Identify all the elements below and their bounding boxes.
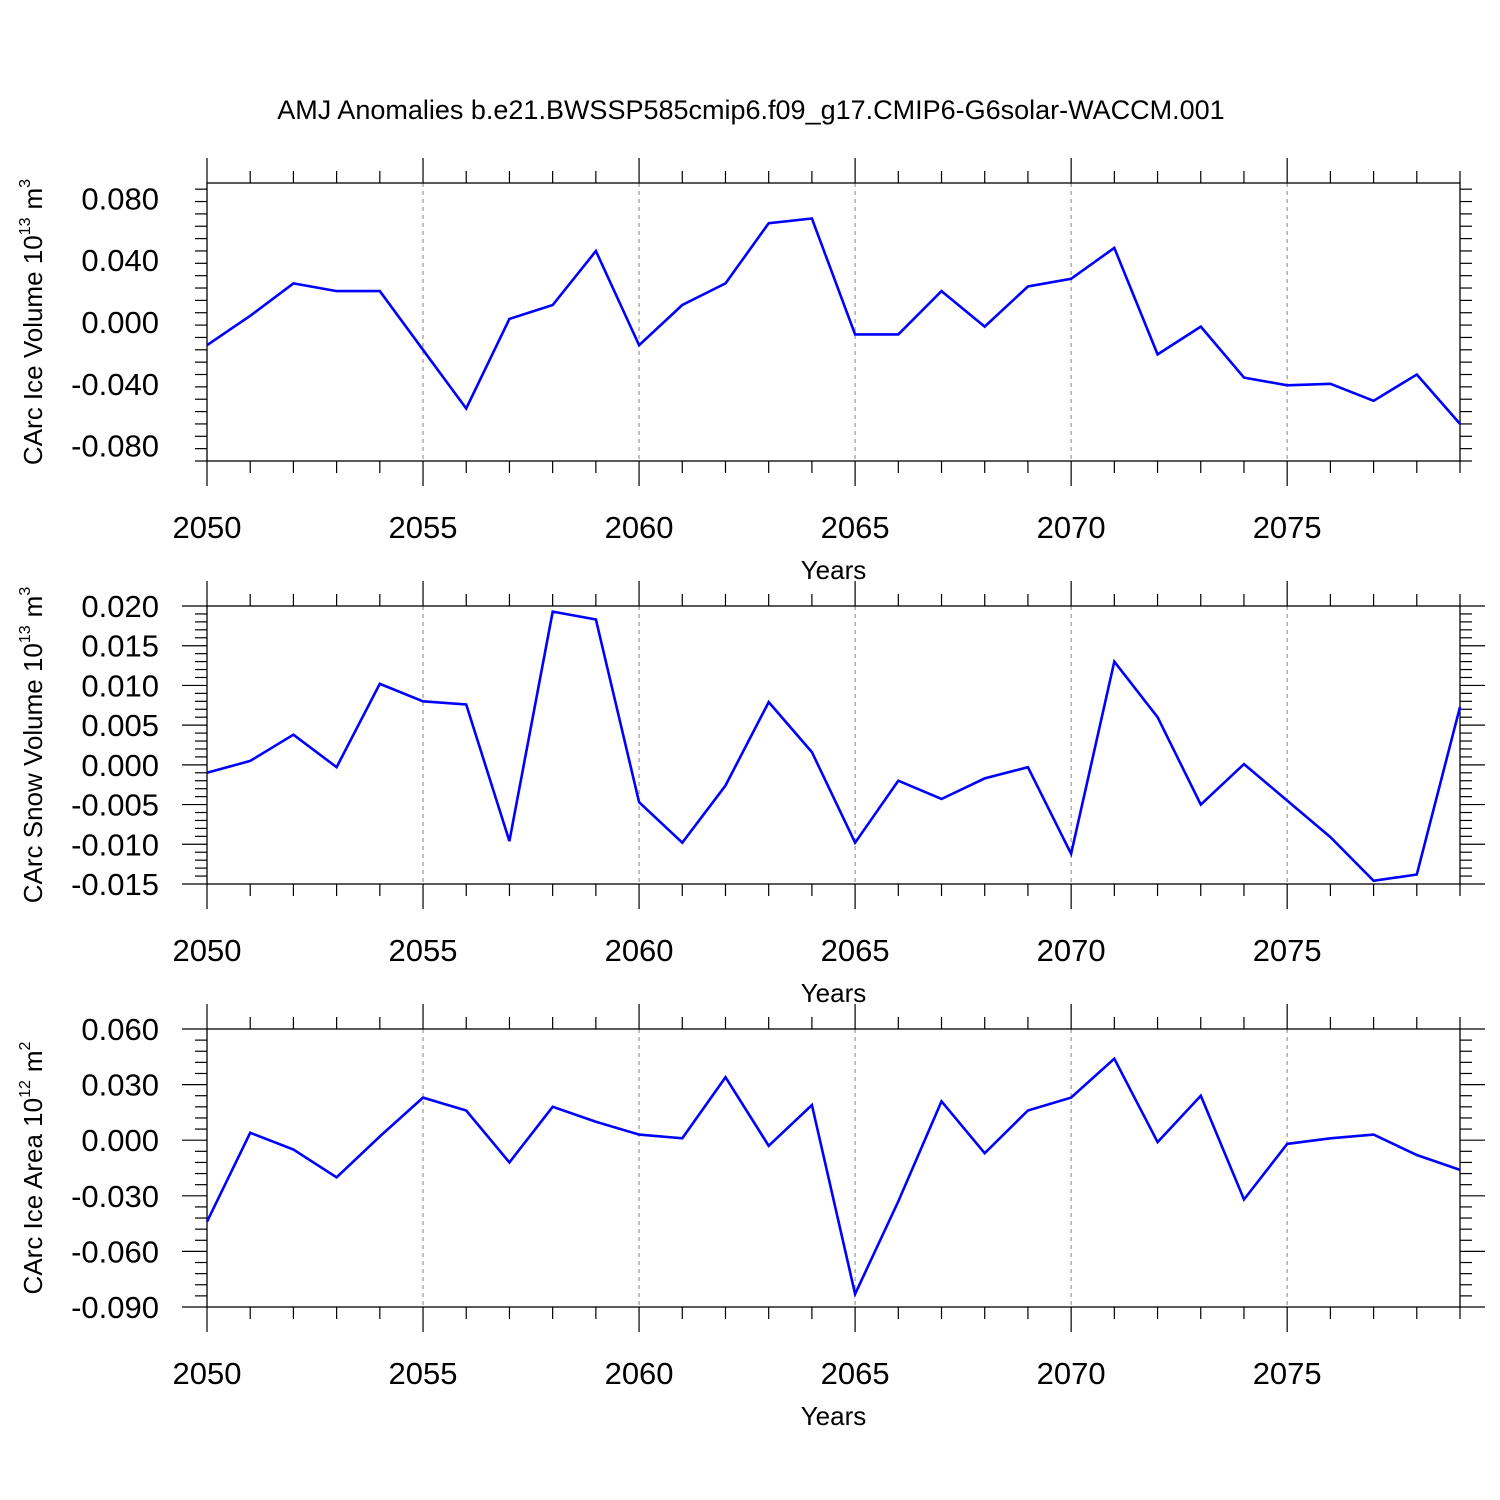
series-line-1 <box>206 610 1462 883</box>
y-tick-label: 0.080 <box>81 181 159 216</box>
x-tick-label: 2070 <box>1037 510 1106 545</box>
y-tick-label: 0.005 <box>81 708 159 743</box>
y-axis-title-unit: m <box>18 1050 48 1072</box>
y-axis-title-base: CArc Ice Volume 10 <box>18 235 48 465</box>
x-tick-label: 2055 <box>389 933 458 968</box>
y-tick-label: 0.000 <box>81 1123 159 1158</box>
y-axis-title-base: CArc Snow Volume 10 <box>18 643 48 903</box>
y-axis-title: CArc Ice Area 1012 m2 <box>17 1041 48 1294</box>
y-tick-label: -0.030 <box>71 1179 159 1214</box>
x-tick-label: 2060 <box>605 1356 674 1391</box>
plot-frame <box>206 605 1461 885</box>
x-tick-label: 2050 <box>173 1356 242 1391</box>
y-tick-label: 0.000 <box>81 305 159 340</box>
y-axis-title-unit-exponent: 3 <box>17 587 34 596</box>
chart-panel-3: 0.060 0.030 0.000 -0.030 -0.060 -0.090 2050 205… <box>17 1004 1485 1431</box>
y-tick-label: 0.000 <box>81 748 159 783</box>
x-tick-label: 2060 <box>605 933 674 968</box>
x-axis-title: Years <box>801 1401 867 1431</box>
y-axis-title-base: CArc Ice Area 10 <box>18 1098 48 1295</box>
x-tick-label: 2065 <box>821 1356 890 1391</box>
y-tick-label: -0.015 <box>71 867 159 902</box>
y-axis-title: CArc Snow Volume 1013 m3 <box>17 587 48 904</box>
x-tick-label: 2055 <box>389 1356 458 1391</box>
y-tick-label: -0.010 <box>71 827 159 862</box>
x-tick-label: 2070 <box>1037 1356 1106 1391</box>
x-tick-label: 2070 <box>1037 933 1106 968</box>
y-axis-title-unit-exponent: 2 <box>17 1041 34 1050</box>
x-tick-label: 2075 <box>1253 1356 1322 1391</box>
y-tick-label: 0.010 <box>81 668 159 703</box>
x-tick-label: 2055 <box>389 510 458 545</box>
y-tick-label: -0.090 <box>71 1290 159 1325</box>
y-tick-label: 0.030 <box>81 1068 159 1103</box>
plot-frame <box>206 1028 1461 1308</box>
y-axis-title-unit-exponent: 3 <box>17 179 34 188</box>
x-tick-label: 2050 <box>173 510 242 545</box>
y-tick-label: -0.080 <box>71 429 159 464</box>
x-tick-label: 2065 <box>821 510 890 545</box>
y-axis-title-exponent: 13 <box>17 625 34 643</box>
y-axis-title-unit: m <box>18 188 48 210</box>
y-tick-label: -0.005 <box>71 788 159 823</box>
chart-panel-1: 0.080 0.040 0.000 -0.040 -0.080 2050 2055 2060 2… <box>17 158 1472 585</box>
x-tick-label: 2060 <box>605 510 674 545</box>
y-tick-label: 0.020 <box>81 589 159 624</box>
x-tick-label: 2065 <box>821 933 890 968</box>
y-axis-title-unit: m <box>18 596 48 618</box>
plot-frame <box>206 182 1461 462</box>
chart-title: AMJ Anomalies b.e21.BWSSP585cmip6.f09_g1… <box>277 95 1224 125</box>
y-axis-title: CArc Ice Volume 1013 m3 <box>17 179 48 465</box>
y-axis-title-exponent: 13 <box>17 217 34 235</box>
x-axis-title: Years <box>801 978 867 1008</box>
y-tick-label: 0.015 <box>81 629 159 664</box>
series-line-1 <box>206 217 1461 425</box>
y-tick-label: -0.060 <box>71 1234 159 1269</box>
series-line-1 <box>205 1056 1461 1298</box>
y-tick-label: 0.060 <box>81 1012 159 1047</box>
x-tick-label: 2050 <box>173 933 242 968</box>
chart-panels: 0.080 0.040 0.000 -0.040 -0.080 2050 2055 2060 2… <box>17 158 1485 1431</box>
x-tick-label: 2075 <box>1253 510 1322 545</box>
x-tick-label: 2075 <box>1253 933 1322 968</box>
chart-panel-2: 0.020 0.015 0.010 0.005 0.000 -0.005 -0.010 -0.… <box>17 581 1485 1008</box>
y-axis-title-exponent: 12 <box>17 1080 34 1098</box>
y-tick-label: 0.040 <box>81 243 159 278</box>
x-axis-title: Years <box>801 555 867 585</box>
y-tick-label: -0.040 <box>71 367 159 402</box>
